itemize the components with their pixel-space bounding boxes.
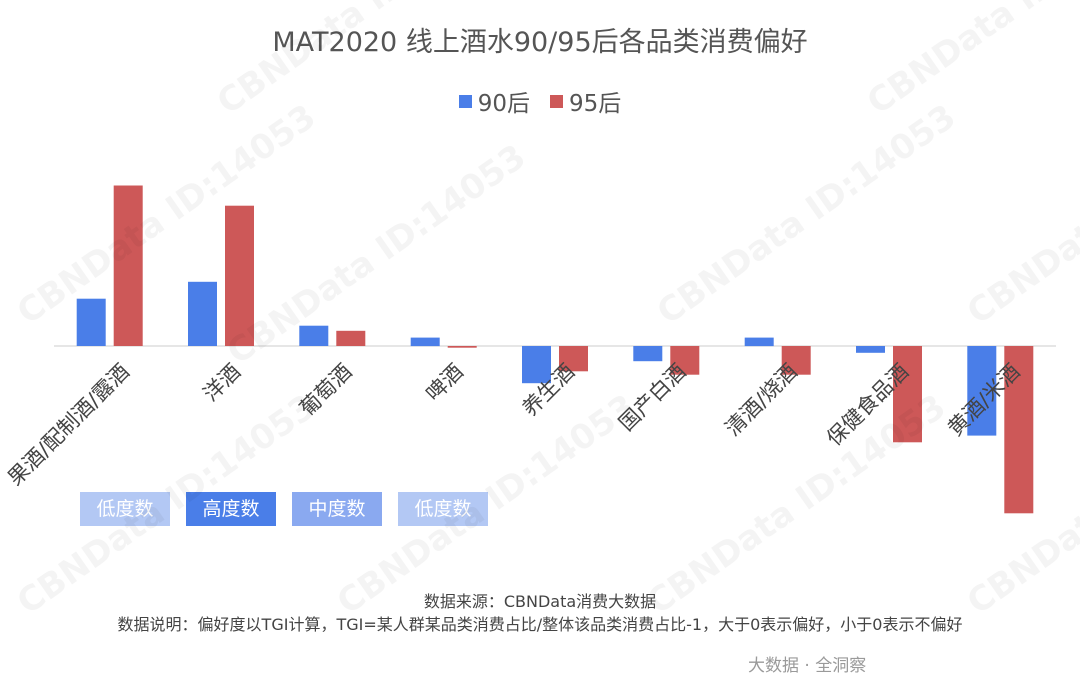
- data-note: 数据说明：偏好度以TGI计算，TGI=某人群某品类消费占比/整体该品类消费占比-…: [117, 615, 963, 634]
- tag-low-2: 低度数: [398, 492, 488, 526]
- bar-90-0: [76, 298, 106, 346]
- x-tick-label-0: 果酒/配制酒/露酒: [3, 359, 134, 490]
- tag-low-1: 低度数: [80, 492, 170, 526]
- bar-90-4: [522, 346, 551, 384]
- legend: 90后 95后: [0, 84, 1080, 118]
- tag-high: 高度数: [186, 492, 276, 526]
- x-tick-label-6: 清酒/烧酒: [721, 359, 802, 440]
- data-source: 数据来源：CBNData消费大数据: [423, 592, 657, 611]
- bar-95-3: [447, 346, 477, 348]
- legend-swatch-95: [550, 94, 563, 108]
- bar-90-7: [856, 346, 885, 353]
- bar-95-5: [670, 346, 700, 375]
- bar-95-0: [113, 185, 143, 346]
- legend-item-95: 95后: [550, 84, 621, 118]
- bar-95-1: [225, 205, 254, 346]
- legend-label-95: 95后: [569, 91, 622, 117]
- bar-95-2: [336, 330, 366, 346]
- x-tick-label-3: 啤酒: [421, 359, 468, 406]
- bar-90-8: [967, 346, 997, 436]
- bar-90-6: [744, 337, 774, 347]
- bar-90-2: [299, 325, 329, 346]
- tag-mid: 中度数: [292, 492, 382, 526]
- legend-label-90: 90后: [477, 91, 530, 117]
- bar-95-4: [559, 346, 588, 372]
- chart-title: MAT2020 线上酒水90/95后各品类消费偏好: [272, 27, 808, 58]
- bar-95-6: [781, 346, 811, 375]
- legend-item-90: 90后: [458, 84, 530, 118]
- bar-95-8: [1004, 346, 1034, 514]
- legend-swatch-90: [458, 94, 472, 108]
- bar-95-7: [893, 346, 922, 443]
- brand-slogan: 大数据 · 全洞察: [748, 656, 867, 676]
- bar-90-3: [410, 337, 440, 347]
- bar-90-5: [633, 346, 663, 362]
- bar-90-1: [188, 281, 217, 346]
